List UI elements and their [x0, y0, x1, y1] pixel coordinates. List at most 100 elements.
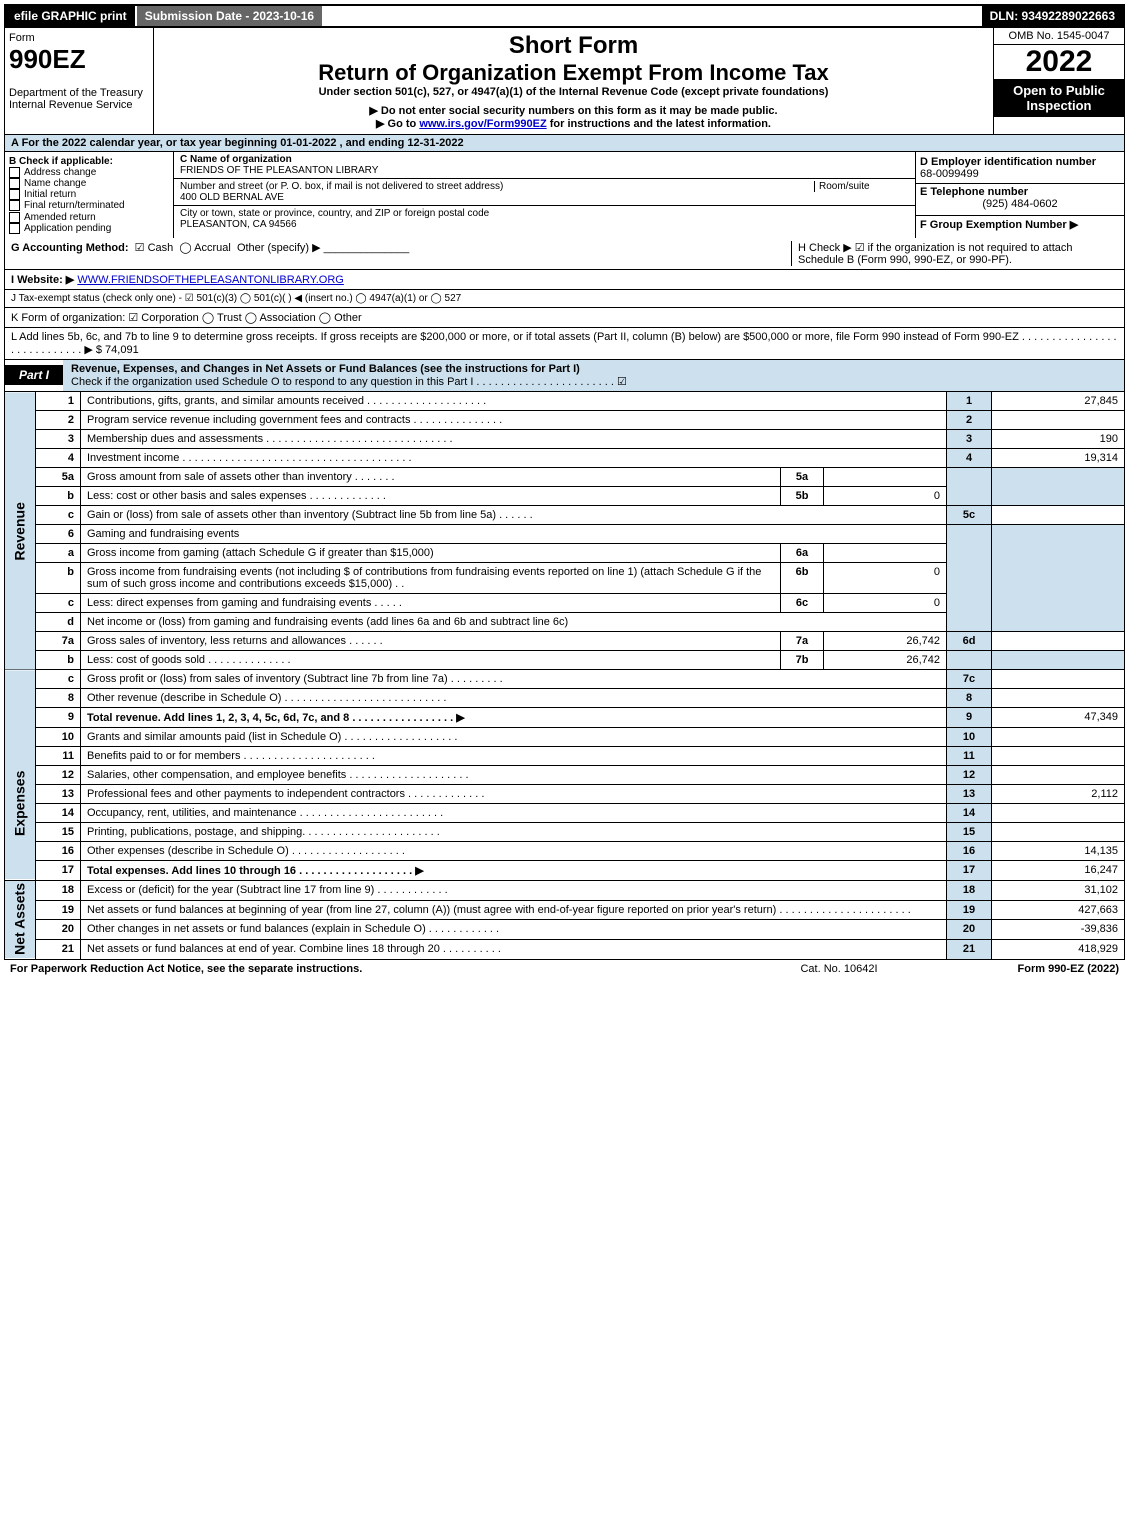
line-8-v — [992, 688, 1125, 707]
line-12-v — [992, 765, 1125, 784]
subtitle-3: ▶ Go to www.irs.gov/Form990EZ for instru… — [158, 117, 989, 130]
website-link[interactable]: WWW.FRIENDSOFTHEPLEASANTONLIBRARY.ORG — [77, 274, 344, 286]
col-b-checks: B Check if applicable: Address change Na… — [5, 152, 174, 238]
col-c-org: C Name of organization FRIENDS OF THE PL… — [174, 152, 916, 238]
line-10-n: 10 — [947, 727, 992, 746]
chk-address-change[interactable] — [9, 167, 20, 178]
line-9-text: Total revenue. Add lines 1, 2, 3, 4, 5c,… — [81, 707, 947, 727]
part1-check-text: Check if the organization used Schedule … — [71, 376, 627, 388]
org-name: FRIENDS OF THE PLEASANTON LIBRARY — [180, 165, 378, 176]
line-15-v — [992, 822, 1125, 841]
line-7b-text: Less: cost of goods sold . . . . . . . .… — [81, 650, 781, 669]
line-4-v: 19,314 — [992, 448, 1125, 467]
row-g-h: G Accounting Method: ☑ Cash ◯ Accrual Ot… — [4, 238, 1125, 270]
line-2-v — [992, 410, 1125, 429]
line-7c-v — [992, 670, 1125, 689]
top-bar: efile GRAPHIC print Submission Date - 20… — [4, 4, 1125, 28]
e-tel-label: E Telephone number — [920, 186, 1028, 198]
header-right: OMB No. 1545-0047 2022 Open to Public In… — [993, 28, 1124, 134]
short-form-title: Short Form — [158, 32, 989, 60]
line-6a-sv — [824, 543, 947, 562]
part1-title: Revenue, Expenses, and Changes in Net As… — [63, 360, 1124, 391]
chk-initial-return[interactable] — [9, 189, 20, 200]
line-18-v: 31,102 — [992, 880, 1125, 900]
line-14-text: Occupancy, rent, utilities, and maintena… — [81, 803, 947, 822]
line-6a-text: Gross income from gaming (attach Schedul… — [81, 543, 781, 562]
line-3-text: Membership dues and assessments . . . . … — [81, 429, 947, 448]
dept-line-1: Department of the Treasury — [9, 87, 143, 99]
line-13-n: 13 — [947, 784, 992, 803]
telephone-value: (925) 484-0602 — [920, 198, 1120, 210]
sub3-pre: ▶ Go to — [376, 118, 419, 130]
org-street: 400 OLD BERNAL AVE — [180, 192, 284, 203]
line-18-n: 18 — [947, 880, 992, 900]
row-k-org-form: K Form of organization: ☑ Corporation ◯ … — [4, 308, 1125, 328]
irs-link[interactable]: www.irs.gov/Form990EZ — [419, 118, 546, 130]
row-j-status: J Tax-exempt status (check only one) - ☑… — [4, 290, 1125, 308]
line-7b-sn: 7b — [781, 650, 824, 669]
d-ein-label: D Employer identification number — [920, 156, 1096, 168]
side-net-assets: Net Assets — [5, 880, 36, 959]
line-6-text: Gaming and fundraising events — [81, 524, 947, 543]
row-a-tax-year: A For the 2022 calendar year, or tax yea… — [4, 135, 1125, 152]
line-9-v: 47,349 — [992, 707, 1125, 727]
line-19-v: 427,663 — [992, 900, 1125, 920]
g-other: Other (specify) ▶ — [237, 242, 321, 254]
chk-amended[interactable] — [9, 212, 20, 223]
opt-app-pending: Application pending — [24, 223, 111, 234]
part1-table: Revenue 1 Contributions, gifts, grants, … — [4, 392, 1125, 670]
line-7c-text: Gross profit or (loss) from sales of inv… — [81, 670, 947, 689]
line-6c-text: Less: direct expenses from gaming and fu… — [81, 593, 781, 612]
line-3-v: 190 — [992, 429, 1125, 448]
line-18-text: Excess or (deficit) for the year (Subtra… — [81, 880, 947, 900]
efile-print-button[interactable]: efile GRAPHIC print — [6, 6, 137, 26]
line-13-v: 2,112 — [992, 784, 1125, 803]
chk-app-pending[interactable] — [9, 223, 20, 234]
page-footer: For Paperwork Reduction Act Notice, see … — [4, 960, 1125, 978]
line-12-n: 12 — [947, 765, 992, 784]
line-1-v: 27,845 — [992, 392, 1125, 411]
line-6c-sn: 6c — [781, 593, 824, 612]
line-2-text: Program service revenue including govern… — [81, 410, 947, 429]
g-label: G Accounting Method: — [11, 242, 129, 254]
form-number: 990EZ — [9, 44, 86, 74]
line-19-text: Net assets or fund balances at beginning… — [81, 900, 947, 920]
line-14-n: 14 — [947, 803, 992, 822]
line-20-text: Other changes in net assets or fund bala… — [81, 920, 947, 940]
line-4-text: Investment income . . . . . . . . . . . … — [81, 448, 947, 467]
c-city-label: City or town, state or province, country… — [180, 208, 489, 219]
line-11-text: Benefits paid to or for members . . . . … — [81, 746, 947, 765]
line-5c-v — [992, 505, 1125, 524]
c-street-label: Number and street (or P. O. box, if mail… — [180, 181, 503, 192]
chk-final-return[interactable] — [9, 200, 20, 211]
ein-value: 68-0099499 — [920, 168, 979, 180]
line-6d-v — [992, 631, 1125, 650]
form-header: Form 990EZ Department of the Treasury In… — [4, 28, 1125, 135]
line-6d-n: 6d — [947, 631, 992, 650]
dln-label: DLN: 93492289022663 — [982, 6, 1123, 26]
line-4-n: 4 — [947, 448, 992, 467]
c-name-label: C Name of organization — [180, 154, 292, 165]
line-1-text: Contributions, gifts, grants, and simila… — [81, 392, 947, 411]
line-5a-sn: 5a — [781, 467, 824, 486]
line-17-text: Total expenses. Add lines 10 through 16 … — [81, 860, 947, 880]
side-revenue-2 — [5, 670, 36, 728]
line-6c-sv: 0 — [824, 593, 947, 612]
chk-name-change[interactable] — [9, 178, 20, 189]
col-d-ids: D Employer identification number 68-0099… — [916, 152, 1124, 238]
submission-date: Submission Date - 2023-10-16 — [137, 6, 322, 26]
line-7b-sv: 26,742 — [824, 650, 947, 669]
footer-left: For Paperwork Reduction Act Notice, see … — [10, 963, 739, 975]
footer-form: Form 990-EZ (2022) — [939, 963, 1119, 975]
g-accrual: Accrual — [194, 242, 231, 254]
line-6a-sn: 6a — [781, 543, 824, 562]
footer-cat: Cat. No. 10642I — [739, 963, 939, 975]
side-revenue: Revenue — [5, 392, 36, 670]
line-16-text: Other expenses (describe in Schedule O) … — [81, 841, 947, 860]
line-21-text: Net assets or fund balances at end of ye… — [81, 939, 947, 959]
line-17-v: 16,247 — [992, 860, 1125, 880]
line-16-v: 14,135 — [992, 841, 1125, 860]
line-5b-text: Less: cost or other basis and sales expe… — [81, 486, 781, 505]
dept-line-2: Internal Revenue Service — [9, 99, 133, 111]
side-expenses: Expenses — [5, 727, 36, 880]
